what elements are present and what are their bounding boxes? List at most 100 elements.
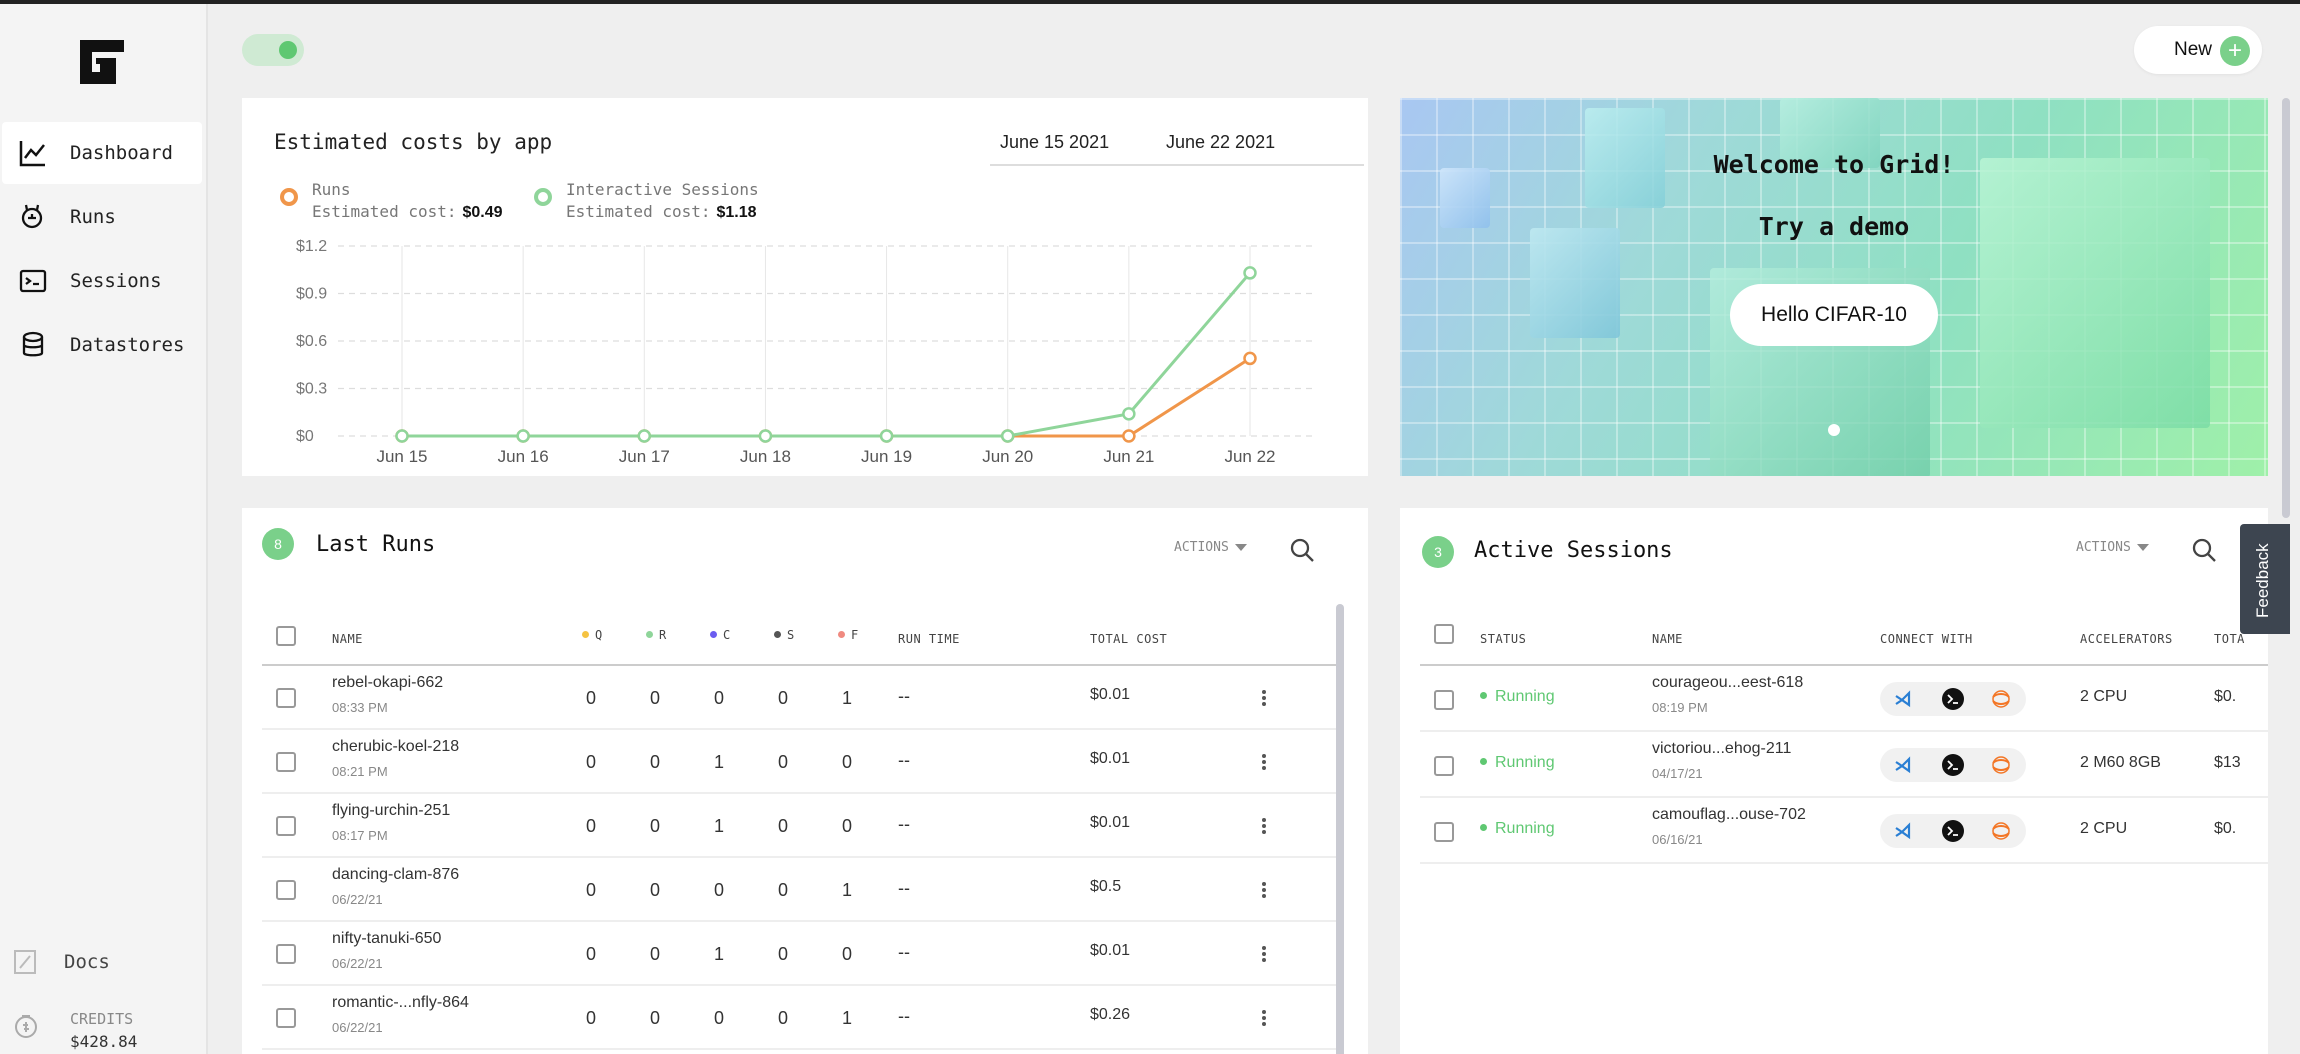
- status-label: Running: [1495, 754, 1555, 771]
- vscode-icon[interactable]: [1892, 820, 1914, 842]
- column-header-total-cost[interactable]: TOTAL COST: [1090, 632, 1168, 646]
- column-header-label: C: [723, 628, 731, 642]
- column-header-stopped[interactable]: S: [774, 628, 795, 642]
- row-checkbox[interactable]: [1434, 690, 1454, 710]
- more-options-icon[interactable]: [1262, 944, 1268, 964]
- date-range-picker[interactable]: June 15 2021 June 22 2021: [990, 130, 1364, 166]
- sidebar-item-runs[interactable]: Runs: [2, 186, 202, 248]
- table-row[interactable]: Running camouflag...ouse-702 06/16/21 2 …: [1420, 798, 2268, 864]
- runs-scrollbar[interactable]: [1336, 604, 1344, 1054]
- count-failed: 1: [842, 880, 853, 900]
- terminal-icon[interactable]: [1942, 688, 1964, 710]
- vscode-icon[interactable]: [1892, 688, 1914, 710]
- series-line-runs: [402, 357, 1251, 438]
- column-header-status[interactable]: STATUS: [1480, 632, 1527, 646]
- run-name[interactable]: dancing-clam-876: [332, 866, 460, 883]
- run-name[interactable]: cherubic-koel-218: [332, 738, 460, 755]
- date-to[interactable]: June 22 2021: [1166, 132, 1276, 152]
- sidebar-item-dashboard[interactable]: Dashboard: [2, 122, 202, 184]
- jupyter-icon[interactable]: [1990, 688, 2012, 710]
- jupyter-icon[interactable]: [1990, 820, 2012, 842]
- terminal-icon[interactable]: [1942, 820, 1964, 842]
- table-row[interactable]: rebel-okapi-662 08:33 PM 0 0 0 0 1 -- $0…: [262, 666, 1340, 730]
- column-header-accelerators[interactable]: ACCELERATORS: [2080, 632, 2173, 646]
- demo-button[interactable]: Hello CIFAR-10: [1730, 284, 1938, 346]
- y-tick-label: $0.6: [296, 333, 327, 350]
- table-row[interactable]: nifty-tanuki-650 06/22/21 0 0 1 0 0 -- $…: [262, 922, 1340, 986]
- session-name[interactable]: camouflag...ouse-702: [1652, 806, 1806, 823]
- search-icon[interactable]: [2190, 536, 2218, 564]
- new-button-label: New: [2174, 39, 2213, 60]
- select-all-checkbox[interactable]: [276, 626, 296, 646]
- count-stopped: 0: [778, 688, 789, 708]
- row-checkbox[interactable]: [1434, 822, 1454, 842]
- session-name[interactable]: victoriou...ehog-211: [1652, 740, 1792, 757]
- feedback-tab[interactable]: Feedback: [2240, 524, 2290, 634]
- column-header-running[interactable]: R: [646, 628, 667, 642]
- count-stopped: 0: [778, 816, 789, 836]
- row-checkbox[interactable]: [276, 880, 296, 900]
- count-completed: 1: [714, 816, 725, 836]
- run-name[interactable]: romantic-...nfly-864: [332, 994, 469, 1011]
- column-header-run-time[interactable]: RUN TIME: [898, 632, 960, 646]
- sidebar-item-docs[interactable]: Docs: [14, 950, 110, 974]
- column-header-completed[interactable]: C: [710, 628, 731, 642]
- column-header-connect[interactable]: CONNECT WITH: [1880, 632, 1973, 646]
- more-options-icon[interactable]: [1262, 688, 1268, 708]
- row-checkbox[interactable]: [276, 816, 296, 836]
- session-name[interactable]: courageou...eest-618: [1652, 674, 1804, 691]
- sidebar-item-sessions[interactable]: Sessions: [2, 250, 202, 312]
- theme-toggle[interactable]: [242, 34, 304, 66]
- more-options-icon[interactable]: [1262, 816, 1268, 836]
- run-cost: $0.01: [1090, 686, 1131, 703]
- run-name[interactable]: rebel-okapi-662: [332, 674, 444, 691]
- terminal-icon[interactable]: [1942, 754, 1964, 776]
- more-options-icon[interactable]: [1262, 752, 1268, 772]
- y-tick-label: $0.9: [296, 286, 327, 303]
- carousel-dot[interactable]: [1828, 424, 1840, 436]
- run-name[interactable]: nifty-tanuki-650: [332, 930, 442, 947]
- jupyter-icon[interactable]: [1990, 754, 2012, 776]
- table-row[interactable]: Running victoriou...ehog-211 04/17/21 2 …: [1420, 732, 2268, 798]
- column-header-failed[interactable]: F: [838, 628, 859, 642]
- row-checkbox[interactable]: [276, 944, 296, 964]
- data-point: [1000, 429, 1015, 443]
- database-icon: [22, 331, 44, 357]
- table-row[interactable]: cherubic-koel-218 08:21 PM 0 0 1 0 0 -- …: [262, 730, 1340, 794]
- column-header-name[interactable]: NAME: [332, 632, 363, 646]
- sidebar-item-datastores[interactable]: Datastores: [2, 314, 202, 376]
- page-scrollbar[interactable]: [2282, 98, 2290, 518]
- data-point: [1243, 351, 1257, 366]
- count-completed: 1: [714, 944, 725, 964]
- vscode-icon[interactable]: [1892, 754, 1914, 776]
- run-duration: --: [898, 878, 910, 898]
- count-stopped: 0: [778, 1008, 789, 1028]
- date-from[interactable]: June 15 2021: [1000, 132, 1110, 152]
- column-header-total-cost[interactable]: TOTA: [2214, 632, 2245, 646]
- more-options-icon[interactable]: [1262, 1008, 1268, 1028]
- row-checkbox[interactable]: [276, 752, 296, 772]
- run-duration: --: [898, 942, 910, 962]
- table-row[interactable]: Running courageou...eest-618 08:19 PM 2 …: [1420, 666, 2268, 732]
- new-button[interactable]: New +: [2134, 26, 2262, 74]
- sessions-actions-menu[interactable]: ACTIONS: [2076, 540, 2149, 555]
- table-row[interactable]: dancing-clam-876 06/22/21 0 0 0 0 1 -- $…: [262, 858, 1340, 922]
- row-checkbox[interactable]: [276, 688, 296, 708]
- column-header-queued[interactable]: Q: [582, 628, 603, 642]
- row-checkbox[interactable]: [276, 1008, 296, 1028]
- more-options-icon[interactable]: [1262, 880, 1268, 900]
- grid-logo[interactable]: [76, 36, 128, 88]
- count-stopped: 0: [778, 880, 789, 900]
- count-queued: 0: [586, 1008, 597, 1028]
- column-header-name[interactable]: NAME: [1652, 632, 1683, 646]
- runs-actions-menu[interactable]: ACTIONS: [1174, 540, 1247, 555]
- search-icon[interactable]: [1288, 536, 1316, 564]
- run-name[interactable]: flying-urchin-251: [332, 802, 451, 819]
- sidebar-item-label: Sessions: [70, 270, 162, 292]
- table-row[interactable]: romantic-...nfly-864 06/22/21 0 0 0 0 1 …: [262, 986, 1340, 1050]
- count-running: 0: [650, 752, 661, 772]
- select-all-checkbox[interactable]: [1434, 624, 1454, 644]
- table-row[interactable]: flying-urchin-251 08:17 PM 0 0 1 0 0 -- …: [262, 794, 1340, 858]
- status-label: Running: [1495, 688, 1555, 705]
- row-checkbox[interactable]: [1434, 756, 1454, 776]
